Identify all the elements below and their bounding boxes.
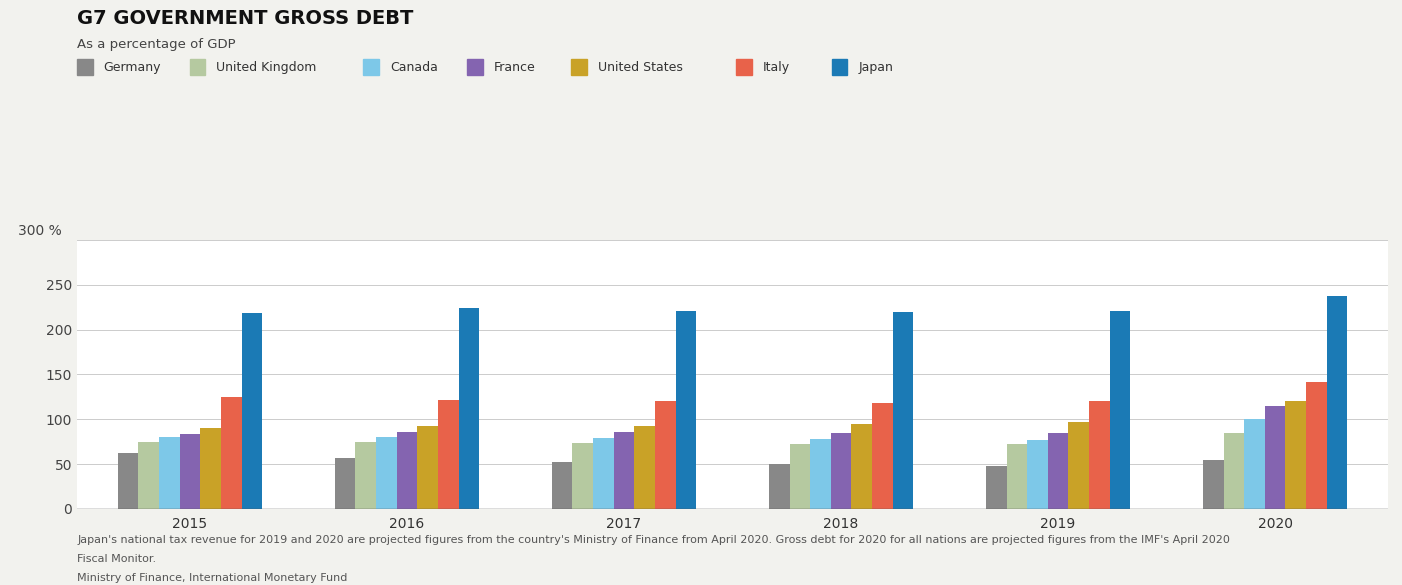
Bar xyxy=(179,435,200,509)
Bar xyxy=(851,424,872,509)
Bar xyxy=(676,311,697,509)
Bar xyxy=(458,308,479,509)
Bar xyxy=(1286,401,1307,509)
Text: Japan's national tax revenue for 2019 and 2020 are projected figures from the co: Japan's national tax revenue for 2019 an… xyxy=(77,535,1230,545)
Bar xyxy=(893,312,913,509)
Bar xyxy=(614,432,634,509)
Bar xyxy=(552,462,572,509)
Bar xyxy=(222,397,241,509)
Bar xyxy=(1265,406,1286,509)
Bar xyxy=(1203,460,1224,509)
Bar xyxy=(1007,445,1028,509)
Bar xyxy=(1224,433,1244,509)
Bar xyxy=(418,426,437,509)
Bar xyxy=(1307,381,1326,509)
Bar xyxy=(1109,311,1130,509)
Text: Germany: Germany xyxy=(104,61,161,74)
Bar xyxy=(1326,297,1347,509)
Text: Japan: Japan xyxy=(858,61,893,74)
Bar xyxy=(200,428,222,509)
Text: Fiscal Monitor.: Fiscal Monitor. xyxy=(77,554,156,564)
Bar xyxy=(118,453,139,509)
Bar xyxy=(437,400,458,509)
Bar xyxy=(139,442,158,509)
Bar xyxy=(397,432,418,509)
Bar xyxy=(810,439,831,509)
Text: G7 GOVERNMENT GROSS DEBT: G7 GOVERNMENT GROSS DEBT xyxy=(77,9,414,27)
Text: France: France xyxy=(494,61,536,74)
Bar xyxy=(335,458,356,509)
Bar xyxy=(1047,433,1068,509)
Bar xyxy=(1244,419,1265,509)
Bar xyxy=(789,445,810,509)
Text: Canada: Canada xyxy=(390,61,437,74)
Bar xyxy=(158,437,179,509)
Bar xyxy=(593,438,614,509)
Bar xyxy=(241,314,262,509)
Text: Ministry of Finance, International Monetary Fund: Ministry of Finance, International Monet… xyxy=(77,573,348,583)
Bar xyxy=(572,443,593,509)
Text: United Kingdom: United Kingdom xyxy=(216,61,317,74)
Text: 300 %: 300 % xyxy=(18,224,62,238)
Bar xyxy=(634,426,655,509)
Bar xyxy=(376,437,397,509)
Bar xyxy=(1028,440,1047,509)
Bar xyxy=(1089,401,1109,509)
Bar xyxy=(356,442,376,509)
Bar xyxy=(768,464,789,509)
Bar xyxy=(872,403,893,509)
Text: United States: United States xyxy=(599,61,683,74)
Bar xyxy=(1068,422,1089,509)
Bar xyxy=(986,466,1007,509)
Text: Italy: Italy xyxy=(763,61,791,74)
Text: As a percentage of GDP: As a percentage of GDP xyxy=(77,38,236,51)
Bar xyxy=(655,401,676,509)
Bar xyxy=(831,433,851,509)
